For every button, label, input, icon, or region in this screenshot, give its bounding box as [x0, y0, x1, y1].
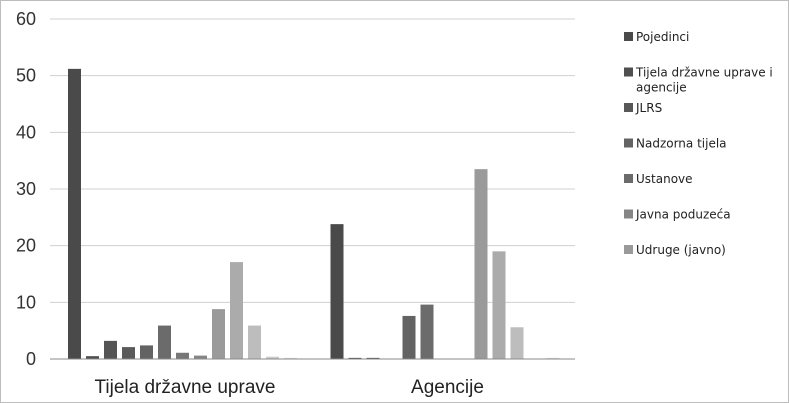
legend: Pojedinci Tijela državne uprave i agencije… — [624, 30, 773, 257]
y-tick-label: 50 — [16, 66, 36, 86]
bar — [194, 355, 207, 359]
bar — [122, 347, 135, 359]
bar — [140, 345, 153, 359]
bar — [492, 251, 506, 359]
legend-label: Javna poduzeća — [635, 208, 731, 222]
bar — [402, 315, 416, 359]
bar — [366, 357, 380, 359]
legend-swatch — [624, 103, 633, 112]
y-tick-label: 0 — [26, 349, 36, 369]
y-tick-label: 20 — [16, 236, 36, 256]
legend-swatch — [624, 245, 633, 254]
legend-item: JLRS — [624, 101, 662, 115]
x-category-label: Agencije — [411, 377, 484, 398]
bars — [68, 68, 560, 359]
bar — [230, 262, 243, 359]
bar — [68, 68, 81, 359]
bar — [266, 356, 279, 359]
legend-item: Nadzorna tijela — [624, 137, 727, 151]
legend-item: Ustanove — [624, 172, 693, 186]
legend-label: Pojedinci — [636, 30, 689, 44]
bar — [330, 224, 344, 359]
bar — [474, 169, 488, 359]
bar — [176, 352, 189, 359]
legend-item: Pojedinci — [624, 30, 689, 44]
legend-swatch — [624, 174, 633, 183]
bar — [86, 356, 99, 359]
legend-item: Tijela državne uprave i agencije — [624, 66, 773, 95]
bar — [248, 325, 261, 359]
legend-label: JLRS — [635, 101, 662, 115]
legend-swatch — [624, 32, 633, 41]
bar — [212, 309, 225, 359]
legend-label: Nadzorna tijela — [636, 137, 727, 151]
legend-swatch — [624, 67, 633, 77]
bar — [420, 304, 434, 359]
y-axis-ticks: 0 10 20 30 40 50 60 — [16, 9, 36, 369]
y-tick-label: 30 — [16, 179, 36, 199]
legend-label: Udruge (javno) — [636, 243, 726, 257]
legend-label: Tijela državne uprave i agencije — [635, 66, 773, 95]
legend-swatch — [624, 138, 633, 148]
legend-item: Javna poduzeća — [624, 208, 731, 222]
y-tick-label: 60 — [16, 9, 36, 29]
bar — [284, 357, 297, 359]
legend-swatch — [624, 209, 633, 219]
y-tick-label: 10 — [16, 292, 36, 312]
bar — [104, 340, 117, 359]
bar — [510, 327, 524, 359]
legend-label: Ustanove — [636, 172, 693, 186]
x-category-label: Tijela državne uprave — [95, 377, 276, 398]
bar — [348, 357, 362, 359]
bar — [158, 325, 171, 359]
legend-item: Udruge (javno) — [624, 243, 726, 257]
y-tick-label: 40 — [16, 122, 36, 142]
bar — [546, 357, 560, 359]
x-axis-categories: Tijela državne uprave Agencije — [95, 377, 484, 398]
